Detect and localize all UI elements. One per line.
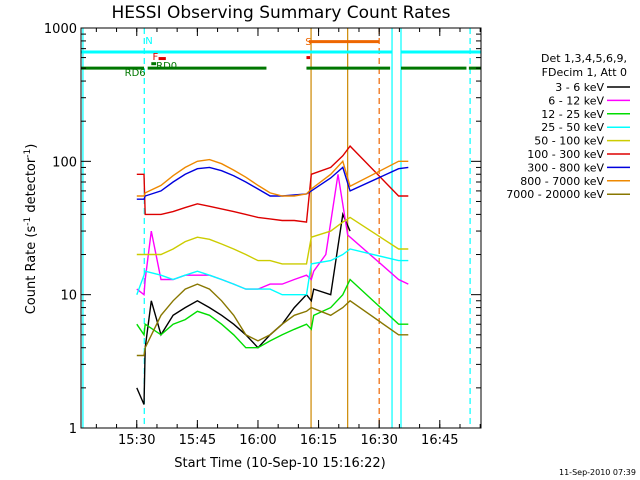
x-axis: 15:30 15:45 16:00 16:15 16:30 16:45 xyxy=(95,28,481,448)
legend-label-2: 12 - 25 keV xyxy=(541,108,604,121)
series-line-4 xyxy=(136,216,409,265)
y-axis: 1 10 100 1000 xyxy=(44,22,481,437)
x-tick-label-3: 16:15 xyxy=(300,433,337,448)
flag-label-f: F xyxy=(153,52,159,63)
flag-label-n: N xyxy=(145,36,152,47)
plot-frame xyxy=(80,27,482,429)
y-label-sup2: -1 xyxy=(23,149,33,158)
x-axis-label: Start Time (10-Sep-10 15:16:22) xyxy=(174,456,385,471)
legend-header-0: Det 1,3,4,5,6,9, xyxy=(541,52,627,65)
x-tick-label-2: 16:00 xyxy=(239,433,276,448)
series-line-2 xyxy=(136,278,409,349)
series-line-5 xyxy=(136,145,409,223)
y-tick-label-1: 10 xyxy=(60,289,77,304)
y-label-mid: detector xyxy=(24,157,39,217)
legend-header-1: FDecim 1, Att 0 xyxy=(542,66,627,79)
x-tick-label-0: 15:30 xyxy=(118,433,155,448)
series-line-6 xyxy=(136,166,409,200)
legend-label-0: 3 - 6 keV xyxy=(555,81,604,94)
plot-area xyxy=(81,28,481,428)
y-label-main: Count Rate (s xyxy=(24,226,39,315)
flag-label-rd0: RD0 xyxy=(156,61,177,72)
x-tick-label-5: 16:45 xyxy=(421,433,458,448)
y-label-end: ) xyxy=(24,144,39,149)
flag-label-s: S xyxy=(305,37,311,48)
y-tick-label-3: 1000 xyxy=(44,22,77,37)
legend: Det 1,3,4,5,6,9,FDecim 1, Att 0 3 - 6 keV… xyxy=(506,52,630,201)
series-line-0 xyxy=(136,211,351,405)
x-tick-label-1: 15:45 xyxy=(179,433,216,448)
legend-label-1: 6 - 12 keV xyxy=(548,94,604,107)
series-line-7 xyxy=(136,158,409,197)
legend-label-6: 300 - 800 keV xyxy=(527,161,604,174)
y-tick-label-0: 1 xyxy=(69,422,77,437)
chart-title: HESSI Observing Summary Count Rates xyxy=(111,3,450,23)
x-tick-label-4: 16:30 xyxy=(360,433,397,448)
series-line-8 xyxy=(136,283,409,357)
flag-label-rd6: RD6 xyxy=(125,68,146,79)
series-line-3 xyxy=(136,248,409,296)
y-axis-label: Count Rate (s-1 detector-1) xyxy=(23,144,39,315)
legend-label-5: 100 - 300 keV xyxy=(527,148,604,161)
legend-label-3: 25 - 50 keV xyxy=(541,121,604,134)
legend-label-7: 800 - 7000 keV xyxy=(520,175,604,188)
y-tick-label-2: 100 xyxy=(52,155,77,170)
y-label-sup1: -1 xyxy=(23,217,33,226)
legend-label-4: 50 - 100 keV xyxy=(534,135,604,148)
legend-label-8: 7000 - 20000 keV xyxy=(506,188,604,201)
datestamp: 11-Sep-2010 07:39 xyxy=(559,468,636,477)
